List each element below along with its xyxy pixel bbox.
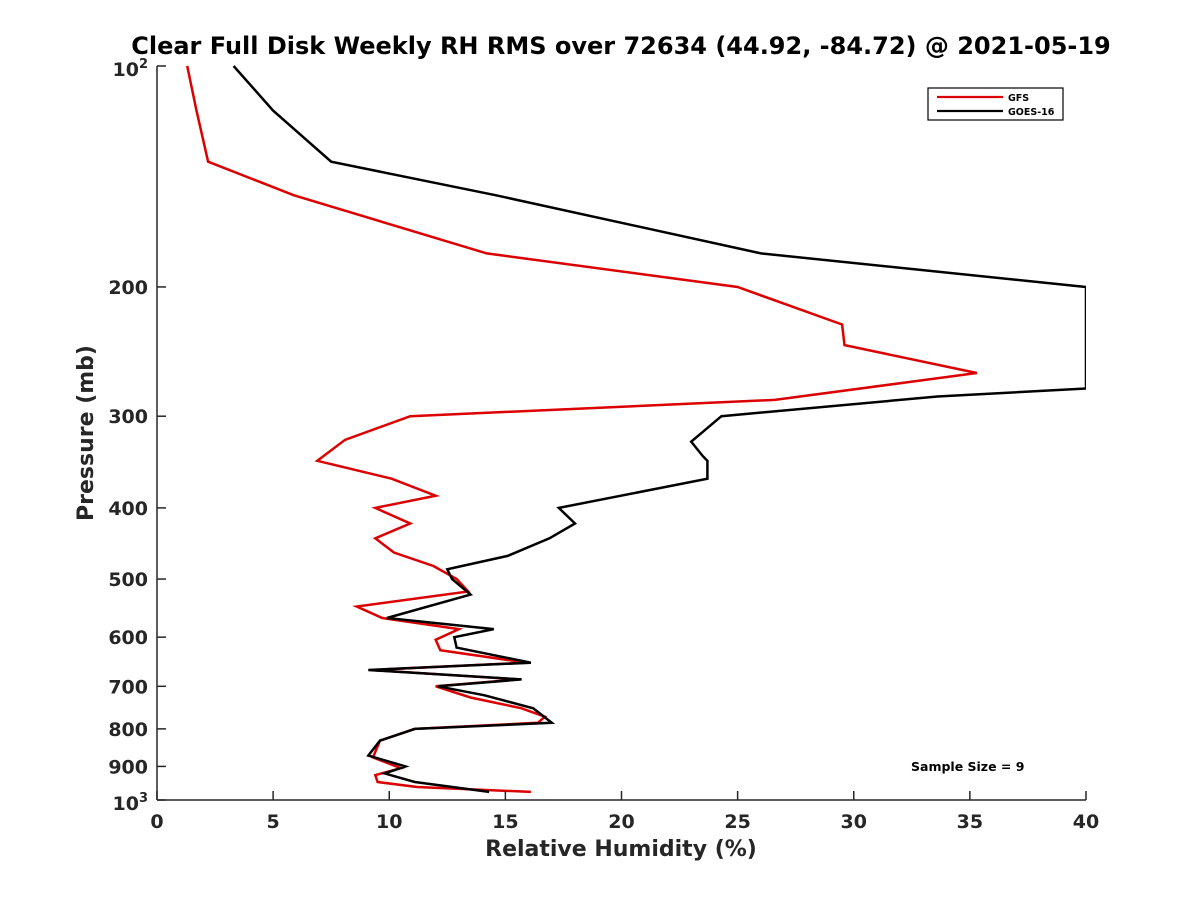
- y-top-base: 10: [113, 59, 139, 81]
- x-tick-label: 0: [150, 811, 163, 833]
- legend-label-gfs: GFS: [1008, 93, 1029, 104]
- legend-box: [927, 87, 1064, 121]
- y-top-exp: 2: [139, 57, 148, 72]
- y-tick-label-top: 102: [113, 57, 149, 81]
- x-tick-label: 20: [608, 811, 634, 833]
- x-axis-label: Relative Humidity (%): [485, 837, 757, 862]
- x-tick-label: 30: [841, 811, 867, 833]
- x-tick-label: 5: [267, 811, 280, 833]
- series-line-goes16[interactable]: [232, 65, 1086, 794]
- y-ticks: 200 300 400 500 600 700 800 900: [108, 65, 166, 801]
- sample-size-annotation: Sample Size = 9: [911, 759, 1024, 774]
- y-axis-label: Pressure (mb): [74, 345, 99, 521]
- series-layer: [185, 65, 1086, 794]
- y-tick-label: 500: [108, 569, 148, 591]
- plot-area: 0 5 10 15 20 25 30 35 40 200 300 400 500 600 700 800 90…: [108, 65, 1099, 833]
- chart-title: Clear Full Disk Weekly RH RMS over 72634…: [131, 32, 1111, 60]
- legend-label-goes16: GOES-16: [1008, 107, 1055, 118]
- y-tick-label-bottom: 103: [113, 791, 149, 815]
- x-ticks: 0 5 10 15 20 25 30 35 40: [150, 791, 1099, 833]
- y-bottom-exp: 3: [139, 791, 148, 806]
- y-tick-label: 600: [108, 627, 148, 649]
- y-tick-label: 200: [108, 277, 148, 299]
- x-tick-label: 15: [492, 811, 518, 833]
- y-tick-label: 800: [108, 719, 148, 741]
- y-tick-label: 400: [108, 498, 148, 520]
- x-tick-label: 10: [376, 811, 402, 833]
- y-tick-label: 900: [108, 756, 148, 778]
- x-tick-label: 25: [724, 811, 750, 833]
- legend[interactable]: GFS GOES-16: [927, 87, 1064, 121]
- y-tick-label: 700: [108, 676, 148, 698]
- y-bottom-base: 10: [113, 793, 139, 815]
- y-tick-label: 300: [108, 406, 148, 428]
- x-tick-label: 40: [1073, 811, 1099, 833]
- x-tick-label: 35: [957, 811, 983, 833]
